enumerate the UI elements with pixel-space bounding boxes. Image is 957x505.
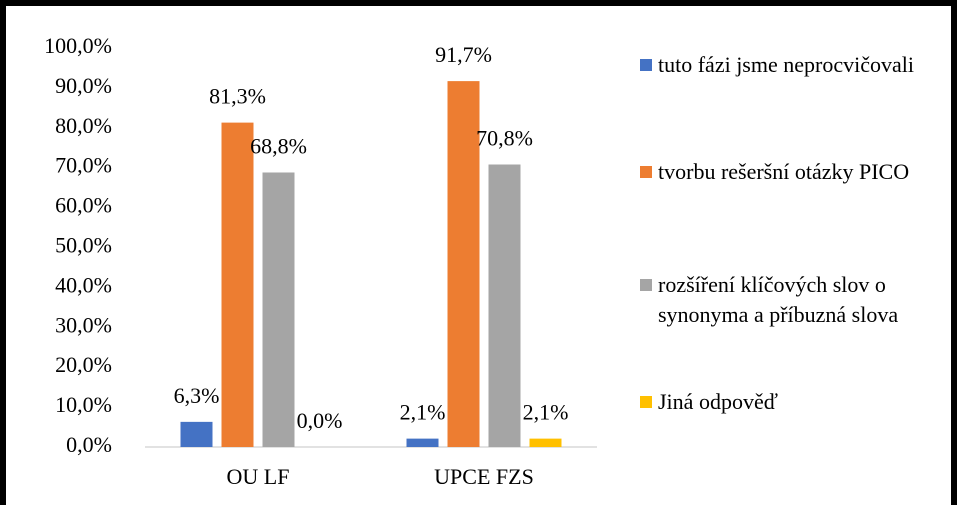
data-label: 70,8% — [476, 126, 533, 151]
y-tick-label: 40,0% — [55, 272, 112, 297]
data-label: 2,1% — [523, 400, 569, 425]
legend-label: tuto fázi jsme neprocvičovali — [658, 52, 914, 77]
y-tick-label: 100,0% — [44, 33, 112, 58]
y-tick-label: 90,0% — [55, 73, 112, 98]
x-tick-label: UPCE FZS — [434, 464, 534, 489]
y-tick-label: 20,0% — [55, 352, 112, 377]
legend-entry: rozšíření klíčových slov o synonyma a př… — [640, 270, 944, 330]
data-label: 2,1% — [400, 400, 446, 425]
legend-label: rozšíření klíčových slov o synonyma a př… — [658, 272, 899, 327]
bar — [488, 164, 521, 447]
legend-swatch — [640, 59, 652, 71]
x-tick-label: OU LF — [227, 464, 290, 489]
data-label: 91,7% — [435, 42, 492, 67]
legend-label: Jiná odpověď — [658, 389, 778, 414]
y-tick-label: 60,0% — [55, 193, 112, 218]
y-tick-label: 30,0% — [55, 312, 112, 337]
legend-entry: Jiná odpověď — [640, 387, 944, 417]
y-tick-label: 80,0% — [55, 113, 112, 138]
y-tick-label: 50,0% — [55, 233, 112, 258]
bar — [262, 172, 295, 447]
legend-swatch — [640, 166, 652, 178]
legend-entry: tvorbu rešeršní otázky PICO — [640, 157, 944, 187]
bar — [406, 438, 439, 447]
bar — [447, 81, 480, 447]
y-tick-label: 70,0% — [55, 153, 112, 178]
bar — [529, 438, 562, 447]
legend-label: tvorbu rešeršní otázky PICO — [658, 159, 910, 184]
bar — [180, 421, 213, 447]
legend-swatch — [640, 396, 652, 408]
legend-swatch — [640, 279, 652, 291]
bar — [221, 122, 254, 447]
data-label: 81,3% — [209, 84, 266, 109]
y-tick-label: 10,0% — [55, 392, 112, 417]
legend-entry: tuto fázi jsme neprocvičovali — [640, 50, 944, 80]
data-label: 6,3% — [174, 383, 220, 408]
data-label: 68,8% — [250, 134, 307, 159]
y-tick-label: 0,0% — [66, 432, 112, 457]
data-label: 0,0% — [297, 408, 343, 433]
